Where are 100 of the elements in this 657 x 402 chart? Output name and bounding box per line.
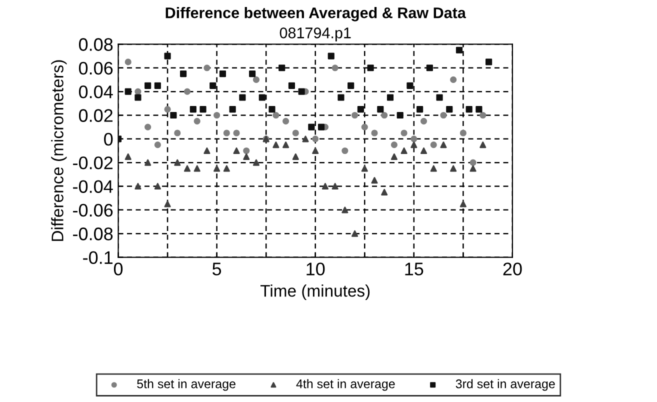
point [342,147,348,154]
x-tick-label: 0 [114,262,123,276]
point [144,124,152,130]
point [440,112,447,119]
y-tick-label: 0.06 [78,62,113,75]
point [361,165,368,172]
point [258,94,266,101]
point [164,200,171,208]
point [406,82,414,89]
point [410,136,418,142]
point [470,159,476,166]
point [154,82,161,89]
point [210,82,216,89]
point [466,106,472,113]
point [268,106,276,113]
point [292,153,299,160]
point [426,64,433,72]
point [233,130,240,136]
point [154,142,161,148]
point [390,153,398,160]
point [450,76,457,84]
point [367,64,374,72]
point [219,70,226,78]
point [390,142,398,148]
point [144,159,152,166]
point [134,182,142,190]
point [134,88,142,95]
point [298,88,305,95]
point [288,82,295,89]
point [243,153,250,160]
point [361,124,368,130]
y-axis-title: Difference (micrometers) [51,60,67,241]
y-tick-label: 0.08 [78,38,113,51]
point [164,52,171,60]
legend-label: 3rd set in average [456,379,555,391]
point [124,153,132,160]
point [184,165,191,172]
point [164,106,171,113]
point [124,58,132,66]
point [348,82,354,89]
point [440,142,447,148]
point [229,106,236,113]
point [204,147,210,154]
point [381,112,388,119]
point [436,94,443,101]
point [174,159,181,166]
point [416,106,424,113]
point [134,94,142,101]
point [204,64,210,72]
x-tick-label: 10 [306,262,325,276]
point [400,130,408,136]
chart-subtitle: 081794.p1 [280,28,351,42]
x-tick-label: 20 [503,262,522,276]
point [214,165,220,172]
point [223,165,230,172]
point [396,112,404,119]
y-tick-label: 0 [104,132,113,146]
point [144,82,152,89]
point [252,76,260,84]
point [190,106,196,113]
point [154,182,161,190]
point [377,106,384,113]
point [282,118,290,124]
y-tick-label: -0.02 [73,156,112,170]
legend-label: 5th set in average [137,379,236,391]
y-tick-label: -0.06 [73,204,113,217]
y-tick-label: -0.04 [73,180,113,193]
point [420,118,428,124]
point [200,106,206,113]
point [312,147,319,154]
point [351,230,358,237]
point [430,165,437,172]
point [243,147,250,154]
x-tick-label: 15 [405,262,424,276]
point [446,106,453,113]
point [450,165,457,172]
point [233,147,240,154]
point [223,130,230,136]
point [214,112,220,119]
point [480,112,486,119]
point [386,94,394,101]
point [318,124,325,130]
chart-title: Difference between Averaged & Raw Data [166,7,466,22]
x-tick-label: 5 [212,262,222,276]
point [332,64,338,72]
point [170,112,177,119]
point [332,182,338,190]
point [460,200,466,208]
point [308,124,315,130]
point [302,136,309,142]
point [278,64,286,72]
point [460,130,466,136]
point [184,88,191,95]
point [430,142,437,148]
point [480,142,486,148]
point [410,142,418,148]
point [400,147,408,154]
point [194,165,200,172]
point [124,88,132,95]
point [357,106,364,113]
